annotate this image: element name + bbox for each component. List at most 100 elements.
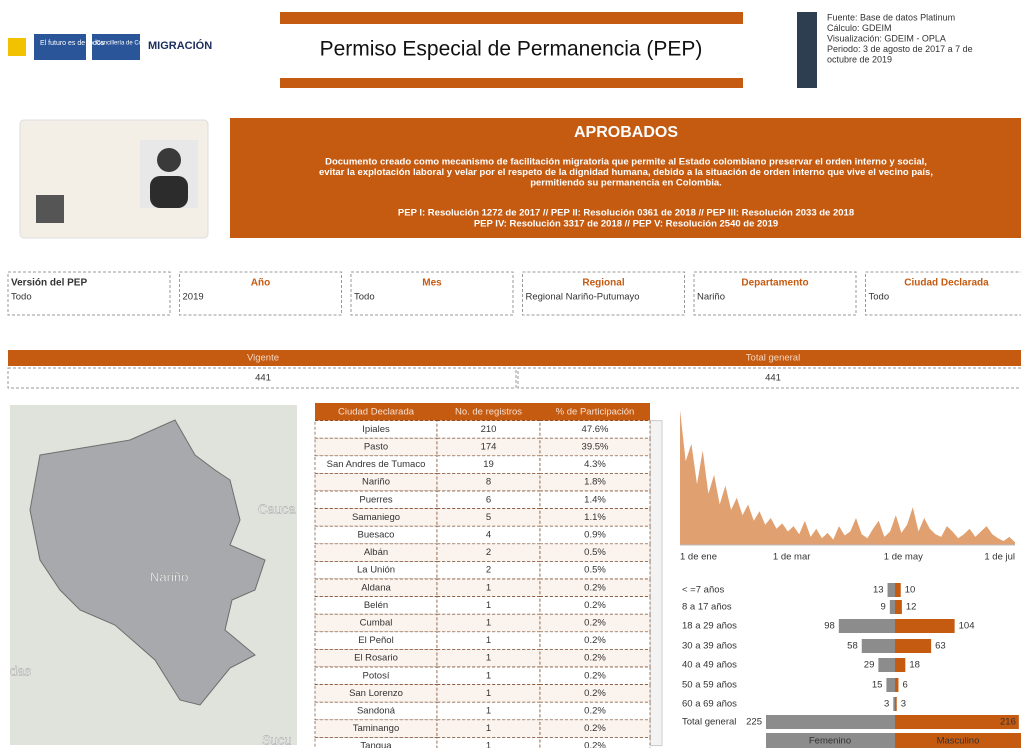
filter-dropdown[interactable] <box>868 290 1021 303</box>
table-text: 8 <box>486 477 491 488</box>
value-label: 3 <box>901 699 906 710</box>
totals-bar <box>8 350 1021 366</box>
legend-label: Masculino <box>937 736 980 747</box>
value-label: 12 <box>906 602 917 613</box>
value-label: 216 <box>1000 717 1016 728</box>
dashboard: El futuro es de todos Cancillería de Col… <box>0 0 1021 748</box>
bar-masculino <box>895 658 905 672</box>
filter-dropdown[interactable] <box>353 290 511 303</box>
value-label: 18 <box>909 660 920 671</box>
source-line: Periodo: 3 de agosto de 2017 a 7 de <box>827 44 973 54</box>
table-text: 0.2% <box>584 653 606 664</box>
table-text: 0.2% <box>584 741 606 748</box>
page-title: Permiso Especial de Permanencia (PEP) <box>320 38 703 61</box>
table-text: 1 <box>486 600 491 611</box>
filter-label: Mes <box>422 278 442 289</box>
logo-text: El futuro es de todos <box>40 40 105 47</box>
pyramid-category: Total general <box>682 717 736 728</box>
table-text: 0.2% <box>584 670 606 681</box>
table-text: 1 <box>486 635 491 646</box>
bar-femenino <box>839 619 895 633</box>
id-photo <box>157 148 181 172</box>
source-line: Fuente: Base de datos Platinum <box>827 12 955 22</box>
value-label: 58 <box>847 641 858 652</box>
banner-description: evitar la explotación laboral y velar po… <box>319 167 933 178</box>
bar-masculino <box>895 600 902 614</box>
banner-resolution: PEP IV: Resolución 3317 de 2018 // PEP V… <box>474 219 778 230</box>
table-scrollbar <box>650 421 662 746</box>
timeline-area <box>680 410 1015 545</box>
filter-value: Todo <box>354 292 375 303</box>
table-text: Cumbal <box>360 618 393 629</box>
table-text: 6 <box>486 494 491 505</box>
table-text: 2 <box>486 565 491 576</box>
logo-text: MIGRACIÓN <box>148 39 212 52</box>
value-label: 9 <box>881 602 886 613</box>
pyramid-category: < =7 años <box>682 585 725 596</box>
bar-femenino <box>766 715 895 729</box>
table-text: Pasto <box>364 442 388 453</box>
table-text: Puerres <box>359 494 393 505</box>
filter-label: Ciudad Declarada <box>904 278 989 289</box>
table-text: Sandoná <box>357 706 396 717</box>
source-line: octubre de 2019 <box>827 54 892 64</box>
banner-title: APROBADOS <box>574 124 678 141</box>
table-text: San Andres de Tumaco <box>327 459 426 470</box>
totals-label: Total general <box>746 353 800 364</box>
table-text: 1 <box>486 653 491 664</box>
timeline-tick-label: 1 de ene <box>680 552 717 563</box>
table-text: 0.2% <box>584 618 606 629</box>
value-label: 98 <box>824 621 835 632</box>
timeline-tick-label: 1 de may <box>884 552 923 563</box>
table-text: 1 <box>486 670 491 681</box>
bar-femenino <box>886 678 895 692</box>
bar-femenino <box>890 600 895 614</box>
banner-description: permitiendo su permanencia en Colombia. <box>530 178 722 189</box>
table-text: Albán <box>364 547 388 558</box>
table-text: Potosí <box>363 670 390 681</box>
pyramid-category: 50 a 59 años <box>682 680 737 691</box>
table-text: 0.2% <box>584 706 606 717</box>
table-text: 0.9% <box>584 530 606 541</box>
table-text: 0.2% <box>584 723 606 734</box>
table-text: 39.5% <box>582 442 609 453</box>
value-label: 29 <box>864 660 875 671</box>
id-photo <box>150 176 188 208</box>
table-text: 4 <box>486 530 491 541</box>
table-text: 2 <box>486 547 491 558</box>
filter-label: Departamento <box>741 278 808 289</box>
table-text: La Unión <box>357 565 395 576</box>
value-label: 6 <box>902 680 907 691</box>
map-label: Sucu <box>262 732 292 747</box>
table-text: Aldana <box>361 582 391 593</box>
id-qr <box>36 195 64 223</box>
bar-masculino <box>895 639 931 653</box>
filter-dropdown[interactable] <box>10 290 168 303</box>
table-header: % de Participación <box>556 406 635 417</box>
logo-box <box>34 34 86 60</box>
table-text: 1 <box>486 741 491 748</box>
table-text: El Peñol <box>358 635 393 646</box>
title-bar <box>280 78 743 88</box>
bar-femenino <box>862 639 895 653</box>
filter-label: Regional <box>582 278 624 289</box>
pyramid-category: 40 a 49 años <box>682 660 737 671</box>
table-text: 1 <box>486 618 491 629</box>
table-text: 1.4% <box>584 494 606 505</box>
table-text: Taminango <box>353 723 399 734</box>
pyramid-category: 30 a 39 años <box>682 641 737 652</box>
totals-value: 441 <box>255 373 271 384</box>
table-text: 1 <box>486 582 491 593</box>
table-text: San Lorenzo <box>349 688 403 699</box>
timeline-tick-label: 1 de jul <box>984 552 1015 563</box>
table-text: 0.5% <box>584 565 606 576</box>
totals-label: Vigente <box>247 353 279 364</box>
table-text: 0.2% <box>584 582 606 593</box>
table-text: 0.2% <box>584 600 606 611</box>
table-text: 0.2% <box>584 688 606 699</box>
map-label: Nariño <box>150 569 188 584</box>
table-text: 1 <box>486 723 491 734</box>
totals-value: 441 <box>765 373 781 384</box>
table-text: Buesaco <box>358 530 395 541</box>
filter-dropdown[interactable] <box>182 290 340 303</box>
